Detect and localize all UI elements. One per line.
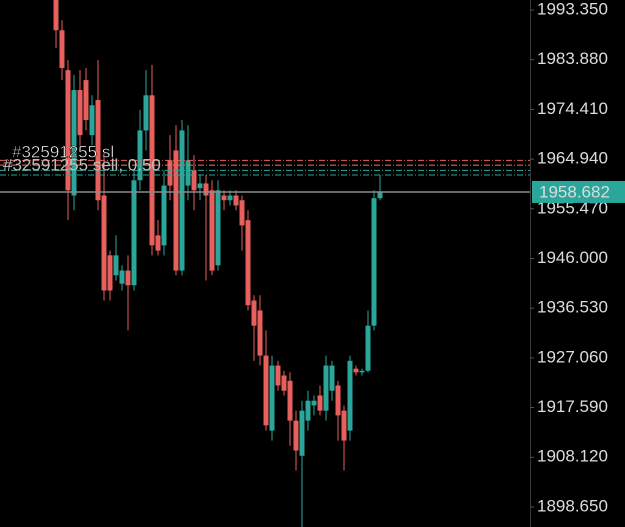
candle-body	[161, 185, 167, 246]
y-tick-label: 1946.000	[537, 248, 608, 267]
candle-body	[335, 385, 341, 416]
candle-body	[281, 375, 287, 391]
candle-body	[359, 370, 365, 373]
order-annotation: #32591255 sl	[12, 142, 114, 161]
candle-body	[227, 195, 233, 201]
candle-body	[329, 365, 335, 391]
order-annotation: #32591255 sell, 0.50	[3, 155, 161, 174]
candle-body	[65, 70, 71, 191]
candle-body	[107, 255, 113, 291]
candle-body	[239, 200, 245, 226]
candle-body	[185, 160, 191, 186]
candle-body	[323, 365, 329, 411]
candle-body	[311, 400, 317, 406]
candle-body	[215, 190, 221, 266]
candle-body	[77, 90, 83, 136]
candle-body	[71, 90, 77, 196]
candle-body	[305, 400, 311, 421]
candle-body	[137, 130, 143, 181]
candle-body	[131, 180, 137, 286]
candle-body	[293, 420, 299, 451]
candle-body	[287, 380, 293, 421]
current-price-box	[532, 180, 625, 203]
candle-body	[89, 105, 95, 136]
candle-body	[353, 368, 359, 373]
y-tick-label: 1936.530	[537, 298, 608, 317]
y-tick-label: 1993.350	[537, 0, 608, 19]
candle-body	[173, 150, 179, 271]
candle-body	[167, 160, 173, 186]
y-tick-label: 1898.650	[537, 496, 608, 515]
candle-body	[209, 190, 215, 271]
candle-body	[191, 170, 197, 191]
candle-body	[221, 195, 227, 201]
candle-body	[269, 365, 275, 431]
candle-body	[125, 270, 131, 286]
candle-body	[257, 310, 263, 356]
candle-body	[95, 100, 101, 201]
candle-body	[245, 220, 251, 306]
candle-body	[263, 355, 269, 426]
candle-body	[347, 360, 353, 431]
candle-body	[377, 191, 383, 199]
candle-body	[197, 183, 203, 189]
candle-body	[365, 325, 371, 371]
current-price-label: 1958.682	[539, 182, 610, 201]
candle-body	[317, 395, 323, 411]
y-tick-label: 1908.120	[537, 447, 608, 466]
candle-body	[179, 130, 185, 271]
y-tick-label: 1927.060	[537, 347, 608, 366]
candle-body	[143, 95, 149, 131]
y-tick-label: 1974.410	[537, 99, 608, 118]
y-tick-label: 1955.470	[537, 198, 608, 217]
candle-body	[101, 195, 107, 291]
candle-body	[53, 0, 59, 31]
candle-body	[59, 30, 65, 69]
candle-body	[119, 270, 125, 284]
candle-body	[275, 365, 281, 386]
candle-body	[341, 410, 347, 441]
y-tick-label: 1983.880	[537, 49, 608, 68]
candle-body	[83, 80, 89, 120]
candle-body	[299, 410, 305, 456]
candle-body	[203, 183, 209, 196]
candle-body	[233, 195, 239, 206]
candle-body	[371, 198, 377, 326]
candle-body	[155, 235, 161, 251]
y-tick-label: 1917.590	[537, 397, 608, 416]
candle-body	[113, 255, 119, 276]
candle-body	[251, 300, 257, 326]
y-tick-label: 1964.940	[537, 149, 608, 168]
